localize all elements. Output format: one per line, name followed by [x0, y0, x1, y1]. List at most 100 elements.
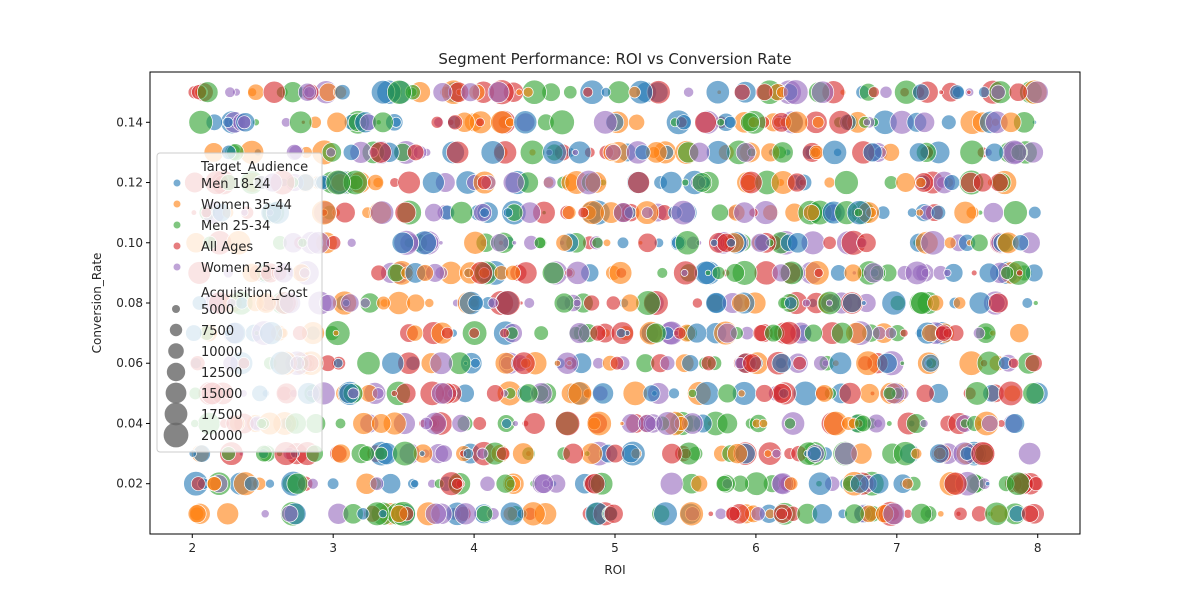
- data-point: [899, 360, 905, 366]
- data-point: [964, 381, 990, 406]
- data-point: [704, 269, 712, 277]
- data-point: [627, 171, 650, 194]
- data-point: [910, 503, 933, 525]
- data-point: [621, 444, 641, 464]
- data-point: [359, 297, 371, 309]
- data-point: [771, 383, 792, 404]
- x-tick-label: 4: [470, 541, 478, 555]
- data-point: [981, 414, 999, 433]
- data-point: [689, 141, 711, 163]
- data-point: [392, 440, 418, 467]
- data-point: [334, 84, 351, 101]
- data-point: [843, 263, 863, 283]
- data-point: [533, 236, 547, 249]
- data-point: [265, 478, 275, 489]
- data-point: [937, 510, 945, 518]
- data-point: [334, 201, 356, 224]
- data-point: [872, 326, 887, 341]
- data-point: [959, 139, 985, 165]
- data-point: [577, 206, 590, 219]
- data-point: [855, 350, 881, 376]
- data-point: [711, 266, 726, 280]
- data-point: [641, 206, 654, 219]
- data-point: [943, 268, 952, 277]
- data-point: [982, 202, 1004, 224]
- data-point: [705, 292, 728, 314]
- data-point: [681, 354, 700, 373]
- data-point: [653, 501, 678, 527]
- data-point: [811, 503, 833, 525]
- data-point: [670, 200, 696, 226]
- data-point: [731, 293, 751, 313]
- data-point: [876, 352, 898, 374]
- data-point: [694, 381, 720, 406]
- legend-size-marker: [166, 362, 186, 382]
- data-point: [970, 269, 978, 277]
- data-point: [224, 86, 236, 98]
- data-point: [468, 327, 480, 339]
- data-point: [970, 441, 996, 466]
- data-point: [519, 139, 545, 165]
- data-point: [563, 85, 578, 100]
- data-point: [985, 481, 991, 487]
- data-point: [487, 81, 510, 104]
- data-point: [953, 506, 968, 521]
- data-point: [237, 115, 252, 130]
- data-point: [844, 503, 865, 525]
- y-tick-label: 0.08: [116, 296, 143, 310]
- data-point: [495, 473, 516, 494]
- data-point: [807, 446, 822, 461]
- data-point: [978, 262, 1000, 284]
- data-point: [1008, 82, 1028, 102]
- data-point: [668, 387, 680, 400]
- y-axis-label: Conversion_Rate: [90, 253, 104, 354]
- data-point: [628, 86, 641, 99]
- data-point: [572, 298, 582, 308]
- data-point: [863, 262, 885, 284]
- data-point: [787, 172, 807, 193]
- data-point: [460, 82, 481, 102]
- data-point: [659, 471, 684, 496]
- data-point: [853, 208, 863, 218]
- data-point: [326, 477, 340, 490]
- data-point: [1025, 80, 1049, 104]
- x-tick-label: 8: [1034, 541, 1042, 555]
- data-point: [390, 389, 398, 397]
- data-point: [787, 232, 809, 254]
- data-point: [479, 207, 490, 218]
- legend-size-marker: [163, 422, 189, 448]
- data-point: [583, 294, 600, 312]
- data-point: [332, 329, 340, 337]
- data-point: [260, 509, 270, 519]
- data-point: [1009, 323, 1030, 344]
- data-point: [723, 115, 737, 129]
- data-point: [371, 413, 392, 434]
- data-point: [825, 299, 833, 307]
- data-point: [619, 421, 625, 426]
- data-point: [716, 118, 725, 127]
- data-point: [910, 447, 923, 460]
- data-point: [717, 322, 738, 344]
- data-point: [710, 238, 719, 247]
- data-point: [740, 112, 761, 133]
- y-axis: 0.02 0.04 0.06 0.08 0.10 0.12 0.14: [116, 115, 150, 491]
- data-point: [549, 109, 575, 136]
- data-point: [511, 240, 517, 246]
- legend-size-label: 17500: [201, 408, 242, 423]
- legend-marker: [173, 179, 181, 187]
- data-point: [567, 140, 592, 165]
- data-point: [447, 114, 463, 131]
- data-point: [307, 477, 319, 490]
- data-point: [1028, 205, 1042, 220]
- data-point: [609, 356, 625, 371]
- data-point: [568, 322, 591, 344]
- data-point: [815, 384, 834, 403]
- data-point: [1000, 111, 1022, 133]
- data-point: [449, 201, 474, 225]
- data-point: [775, 507, 788, 520]
- data-point: [424, 203, 444, 223]
- data-point: [487, 297, 499, 309]
- data-point: [953, 296, 967, 310]
- data-point: [410, 479, 420, 489]
